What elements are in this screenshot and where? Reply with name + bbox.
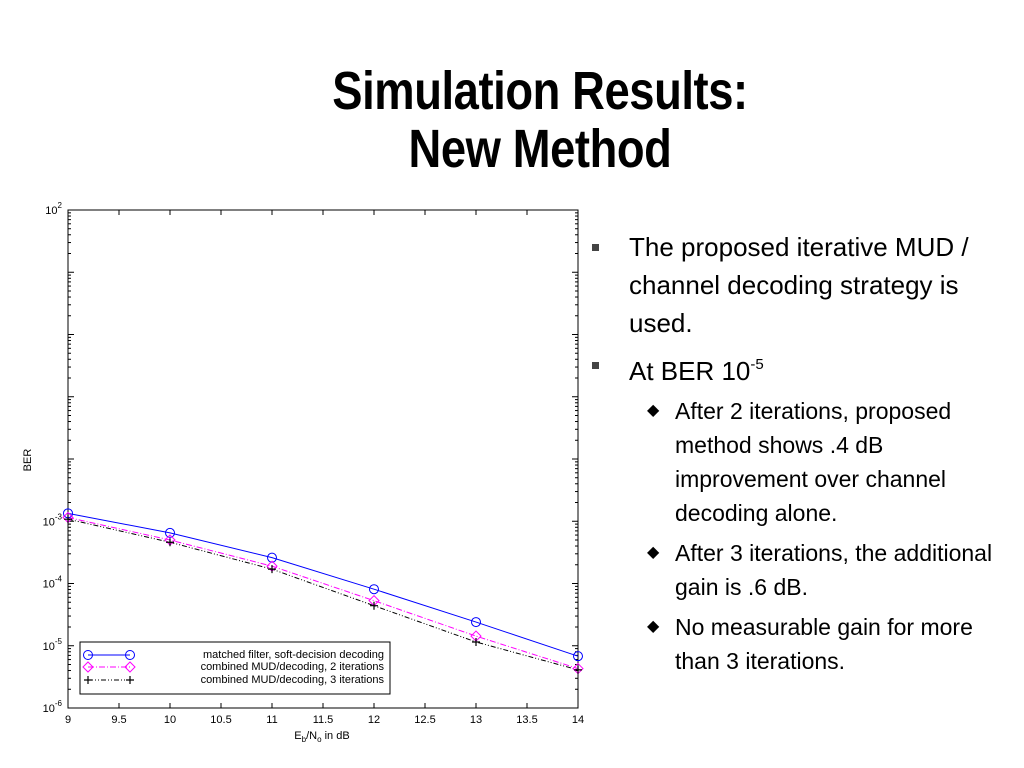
y-tick-label: 10-5 bbox=[43, 637, 63, 653]
legend-marker-3 bbox=[126, 676, 134, 684]
bullet-item: At BER 10-5 bbox=[590, 346, 1020, 390]
data-point-series-1 bbox=[165, 527, 175, 538]
bullet-text: At BER 10-5 bbox=[629, 356, 764, 386]
y-axis-label: BER bbox=[22, 449, 34, 472]
data-point-series-1 bbox=[471, 617, 481, 628]
y-tick-label: 10-4 bbox=[43, 575, 63, 591]
data-point-series-3 bbox=[64, 515, 72, 524]
title-line-2: New Method bbox=[408, 119, 672, 179]
legend-entry-3: combined MUD/decoding, 3 iterations bbox=[201, 674, 385, 686]
x-tick-label: 13.5 bbox=[516, 714, 537, 726]
sub-bullet-item: ◆ No measurable gain for more than 3 ite… bbox=[629, 610, 1020, 678]
legend-marker-2 bbox=[124, 661, 136, 673]
ber-chart: 9 9.5 10 10.5 11 11.5 12 12.5 13 13.5 14 102 10-3 10… bbox=[22, 201, 584, 744]
data-point-series-1 bbox=[369, 584, 379, 595]
legend-marker-3 bbox=[84, 676, 92, 684]
x-tick-label: 12 bbox=[368, 714, 380, 726]
series-line-2 bbox=[67, 516, 579, 670]
x-tick-label: 11.5 bbox=[313, 714, 334, 726]
data-point-series-3 bbox=[370, 601, 378, 610]
x-tick-label: 10.5 bbox=[210, 714, 231, 726]
bullet-item: The proposed iterative MUD / channel dec… bbox=[590, 228, 1020, 342]
data-point-series-1 bbox=[573, 651, 583, 662]
sub-bullet-item: ◆ After 3 iterations, the additional gai… bbox=[629, 536, 1020, 604]
data-point-series-3 bbox=[574, 665, 582, 674]
legend-marker-2 bbox=[82, 661, 94, 673]
x-tick-label: 9 bbox=[65, 714, 71, 726]
plot-frame bbox=[67, 209, 579, 709]
x-tick-label: 9.5 bbox=[111, 714, 126, 726]
legend-entry-1: matched filter, soft-decision decoding bbox=[203, 649, 384, 661]
legend-entry-2: combined MUD/decoding, 2 iterations bbox=[201, 661, 385, 673]
legend-marker-1 bbox=[83, 650, 93, 660]
bullet-text: The proposed iterative MUD / channel dec… bbox=[629, 232, 969, 338]
series-line-3 bbox=[67, 518, 579, 671]
series-line-1 bbox=[67, 512, 579, 657]
sub-bullet-text: After 3 iterations, the additional gain … bbox=[675, 540, 993, 600]
x-tick-label: 12.5 bbox=[414, 714, 435, 726]
sub-bullet-text: After 2 iterations, proposed method show… bbox=[675, 398, 952, 526]
x-tick-label: 10 bbox=[164, 714, 176, 726]
sub-bullet-item: ◆ After 2 iterations, proposed method sh… bbox=[629, 394, 1020, 530]
title-line-1: Simulation Results: bbox=[332, 61, 748, 121]
y-tick-label: 10-6 bbox=[43, 699, 63, 715]
data-point-series-3 bbox=[268, 565, 276, 574]
slide-title: Simulation Results: New Method bbox=[238, 62, 843, 178]
y-tick-label: 102 bbox=[45, 201, 62, 217]
y-tick-label: 10-3 bbox=[43, 512, 63, 528]
square-bullet-icon bbox=[592, 244, 599, 251]
legend-marker-1 bbox=[125, 650, 135, 660]
x-tick-label: 14 bbox=[572, 714, 584, 726]
data-point-series-3 bbox=[166, 538, 174, 547]
chart-legend: matched filter, soft-decision decoding c… bbox=[79, 641, 391, 695]
sub-bullet-text: No measurable gain for more than 3 itera… bbox=[675, 614, 973, 674]
diamond-bullet-icon: ◆ bbox=[647, 618, 660, 635]
square-bullet-icon bbox=[592, 362, 599, 369]
diamond-bullet-icon: ◆ bbox=[647, 402, 660, 419]
x-tick-label: 13 bbox=[470, 714, 482, 726]
x-axis-label: Eb/No in dB bbox=[294, 730, 349, 744]
data-point-series-1 bbox=[267, 552, 277, 563]
bullet-list: The proposed iterative MUD / channel dec… bbox=[590, 228, 1020, 684]
x-tick-label: 11 bbox=[266, 714, 277, 726]
diamond-bullet-icon: ◆ bbox=[647, 544, 660, 561]
data-point-series-3 bbox=[472, 637, 480, 646]
